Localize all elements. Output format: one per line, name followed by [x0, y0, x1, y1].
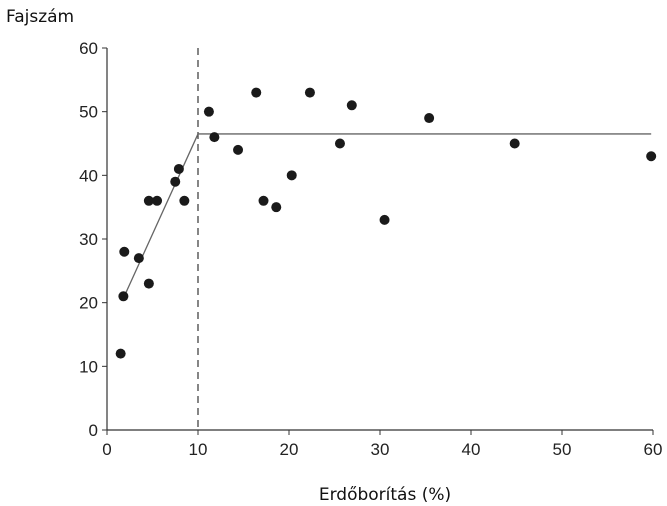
y-tick-label: 20: [79, 294, 98, 313]
y-axis-title: Fajszám: [6, 7, 74, 27]
y-tick-labels: 0 10 20 30 40 50 60: [79, 39, 98, 440]
data-point: [304, 87, 315, 98]
data-point: [334, 138, 345, 149]
y-tick-label: 40: [79, 166, 98, 185]
y-tick-label: 10: [79, 357, 98, 376]
x-tick-label: 40: [462, 440, 481, 459]
y-tick-label: 60: [79, 39, 98, 58]
tick-marks: [102, 47, 654, 435]
data-point: [133, 253, 144, 264]
data-point: [118, 291, 129, 302]
y-tick-label: 50: [79, 103, 98, 122]
data-point: [233, 144, 244, 155]
fit-line: [123, 133, 199, 297]
x-tick-label: 60: [644, 440, 663, 459]
data-point: [379, 214, 390, 225]
data-point: [170, 176, 181, 187]
data-point: [286, 170, 297, 181]
data-point: [203, 106, 214, 117]
fit-lines: [123, 48, 652, 430]
data-point: [346, 100, 357, 111]
data-point: [646, 151, 657, 162]
y-tick-label: 30: [79, 230, 98, 249]
x-tick-label: 10: [189, 440, 208, 459]
x-tick-labels: 0 10 20 30 40 50 60: [102, 440, 662, 459]
data-point: [271, 202, 282, 213]
x-tick-label: 20: [280, 440, 299, 459]
x-tick-label: 50: [553, 440, 572, 459]
data-point: [173, 163, 184, 174]
data-point: [119, 246, 130, 257]
y-tick-label: 0: [89, 421, 98, 440]
data-point: [251, 87, 262, 98]
data-point: [143, 195, 154, 206]
data-point: [209, 132, 220, 143]
data-point: [509, 138, 520, 149]
data-point: [115, 348, 126, 359]
x-axis-title: Erdőborítás (%): [319, 485, 451, 505]
data-point: [424, 113, 435, 124]
data-point: [143, 278, 154, 289]
data-point: [258, 195, 269, 206]
x-tick-label: 30: [371, 440, 390, 459]
data-point: [152, 195, 163, 206]
data-points: [115, 87, 657, 359]
axes: [106, 48, 653, 431]
x-tick-label: 0: [102, 440, 111, 459]
data-point: [179, 195, 190, 206]
